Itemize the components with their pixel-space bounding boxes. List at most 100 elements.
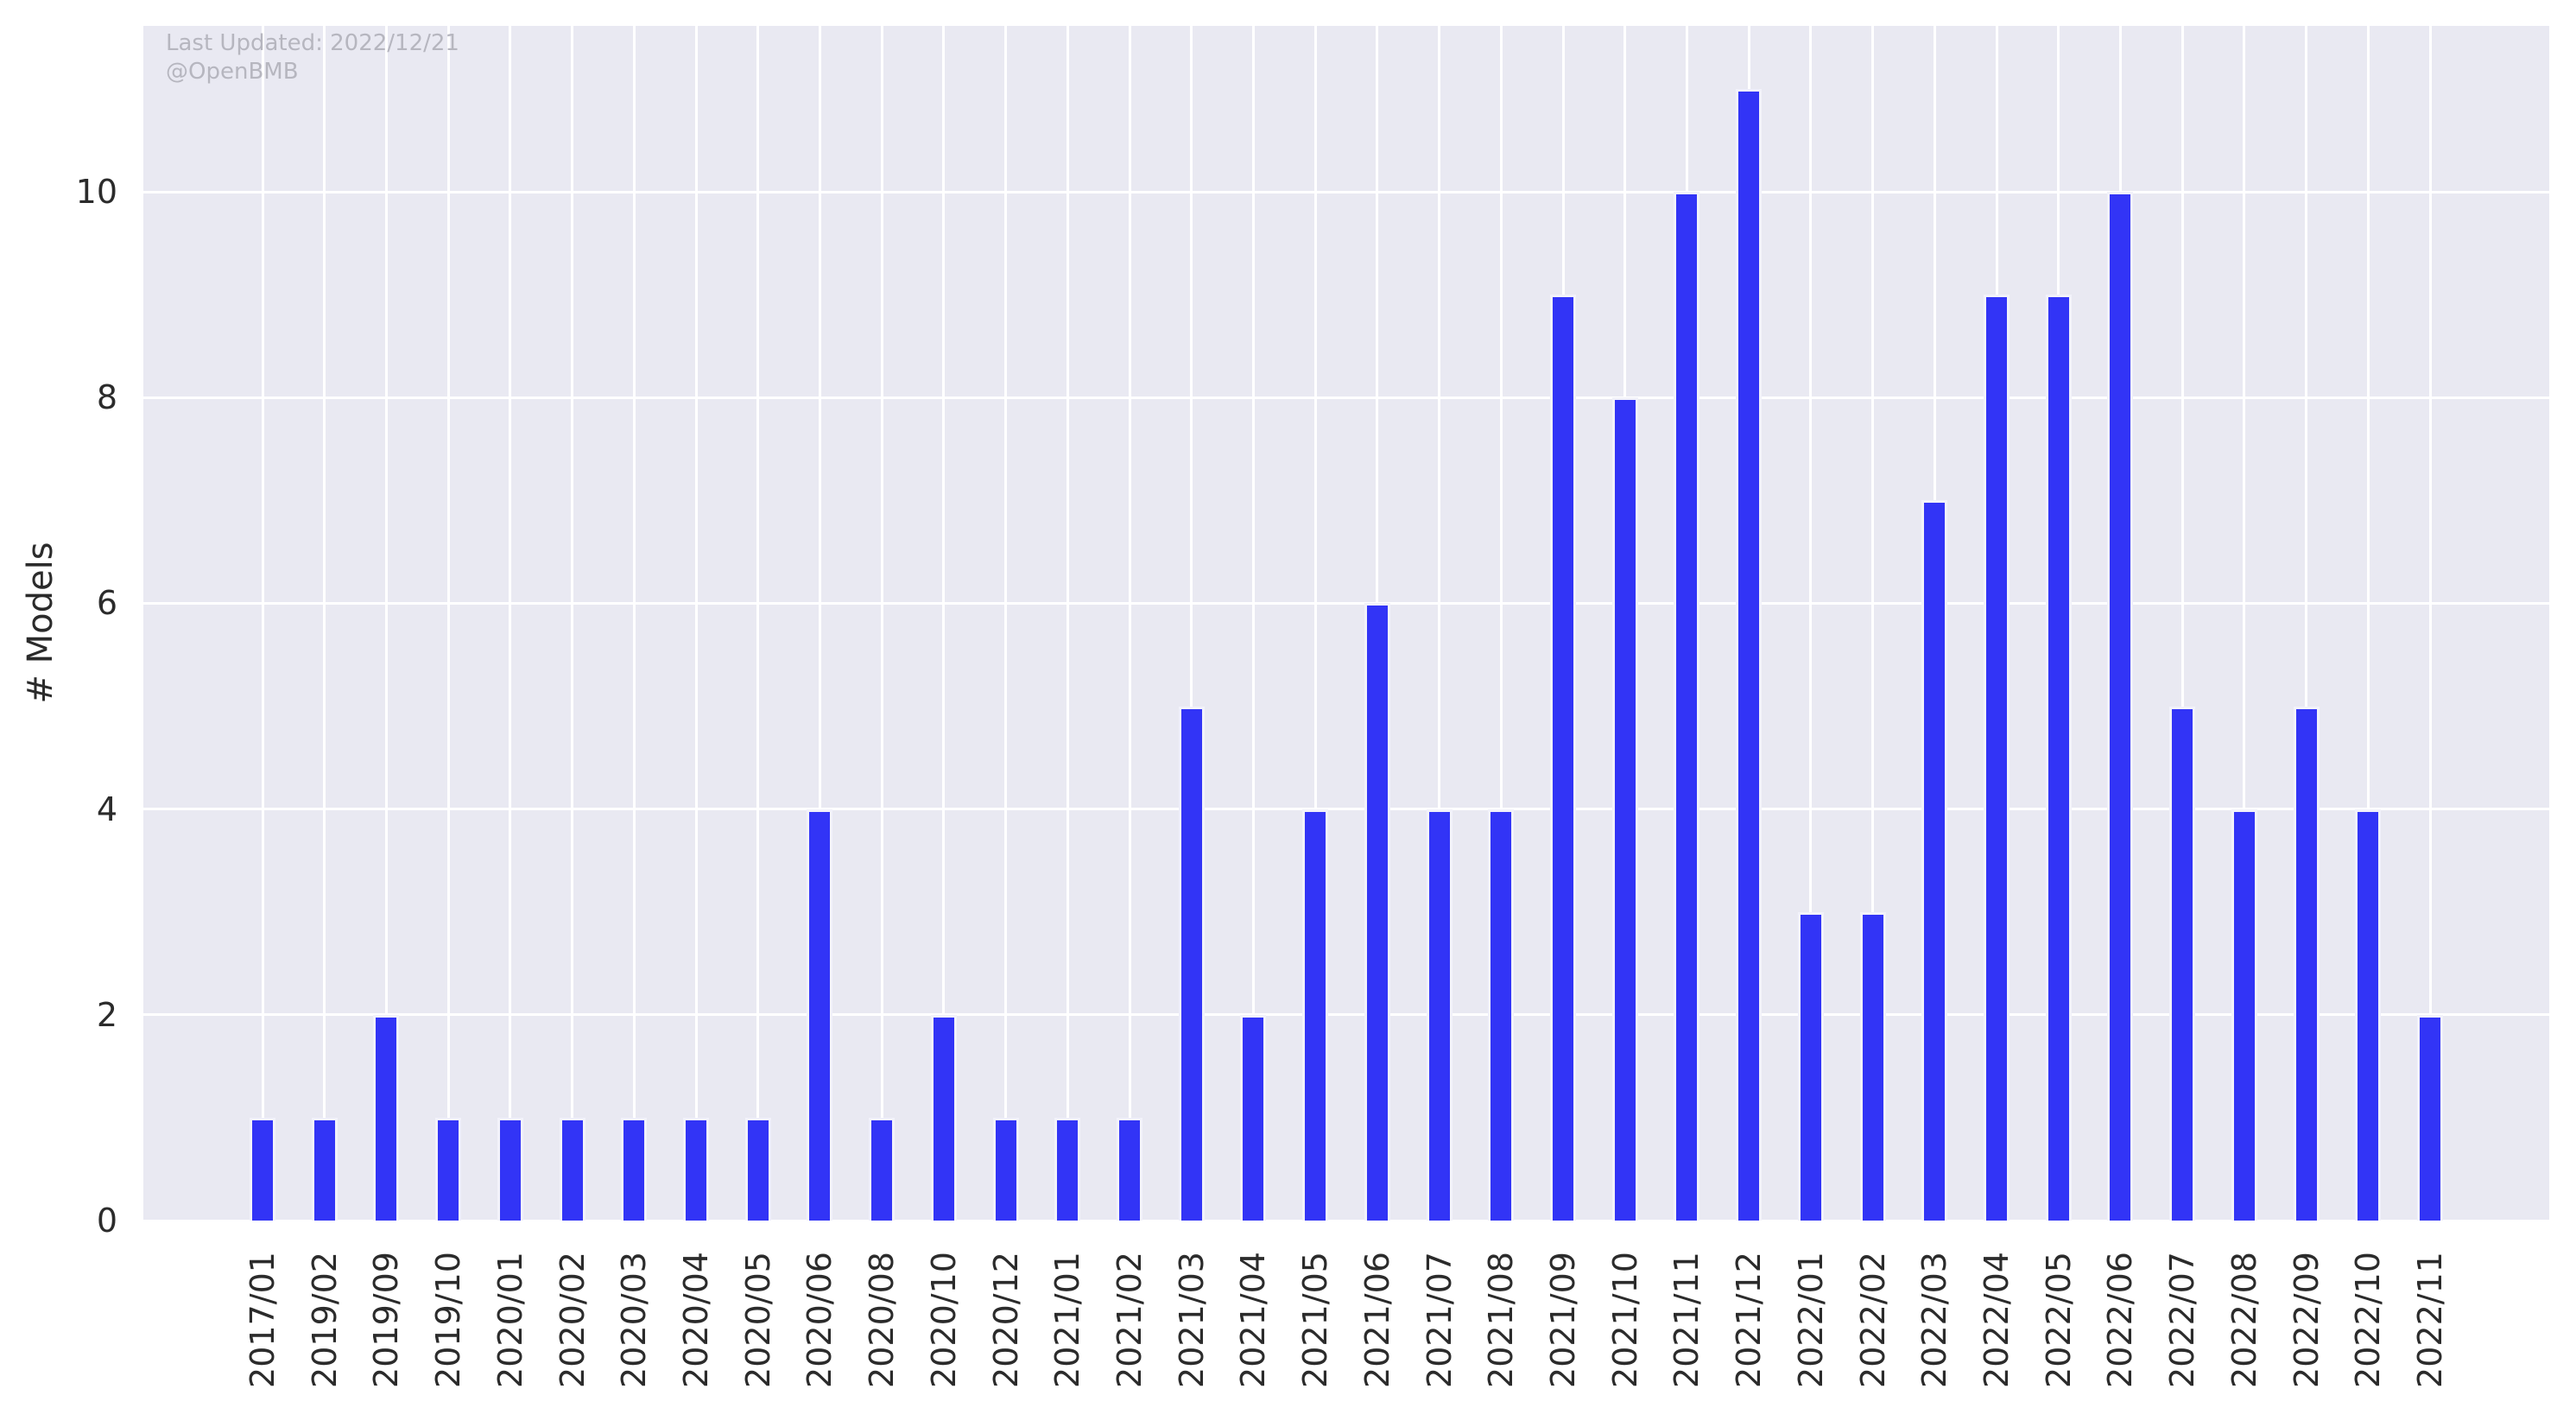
bar — [2231, 809, 2257, 1221]
x-gridline — [509, 26, 512, 1221]
y-tick-label: 0 — [96, 1202, 117, 1240]
bar — [1921, 500, 1948, 1221]
y-gridline — [143, 396, 2549, 399]
x-gridline — [2243, 26, 2246, 1221]
bar — [1797, 911, 1824, 1221]
x-tick-label: 2021/04 — [1234, 1252, 1273, 1388]
x-tick-label: 2021/10 — [1605, 1252, 1644, 1388]
x-tick-label: 2022/05 — [2039, 1252, 2078, 1388]
bar — [1178, 706, 1205, 1221]
x-tick-label: 2019/02 — [305, 1252, 344, 1388]
x-tick-label: 2020/12 — [986, 1252, 1025, 1388]
y-tick-label: 10 — [75, 173, 117, 211]
y-gridline — [143, 190, 2549, 193]
x-tick-label: 2019/10 — [429, 1252, 468, 1388]
y-gridline — [143, 1013, 2549, 1017]
x-gridline — [571, 26, 574, 1221]
bar — [869, 1117, 896, 1221]
y-gridline — [143, 1219, 2549, 1222]
x-tick-label: 2021/03 — [1172, 1252, 1211, 1388]
x-tick-label: 2022/09 — [2287, 1252, 2326, 1388]
x-gridline — [1004, 26, 1008, 1221]
bar — [2293, 706, 2320, 1221]
bar — [435, 1117, 462, 1221]
x-tick-label: 2021/05 — [1296, 1252, 1335, 1388]
x-gridline — [446, 26, 450, 1221]
bar — [1736, 88, 1763, 1221]
x-gridline — [261, 26, 264, 1221]
x-tick-label: 2020/03 — [615, 1252, 654, 1388]
x-gridline — [323, 26, 326, 1221]
y-tick-label: 4 — [96, 790, 117, 828]
x-gridline — [1438, 26, 1441, 1221]
bar — [930, 1014, 957, 1221]
x-gridline — [384, 26, 388, 1221]
x-tick-label: 2021/09 — [1544, 1252, 1582, 1388]
bar — [559, 1117, 585, 1221]
y-gridline — [143, 808, 2549, 811]
x-tick-label: 2022/07 — [2163, 1252, 2202, 1388]
bar — [250, 1117, 275, 1221]
x-gridline — [694, 26, 698, 1221]
bar — [744, 1117, 771, 1221]
x-tick-label: 2021/02 — [1111, 1252, 1149, 1388]
x-tick-label: 2022/03 — [1915, 1252, 1954, 1388]
x-tick-label: 2022/10 — [2349, 1252, 2388, 1388]
x-tick-label: 2022/04 — [1978, 1252, 2016, 1388]
x-tick-label: 2019/09 — [367, 1252, 406, 1388]
x-gridline — [1128, 26, 1131, 1221]
x-gridline — [632, 26, 636, 1221]
x-tick-label: 2020/10 — [924, 1252, 963, 1388]
y-tick-label: 8 — [96, 378, 117, 417]
x-tick-label: 2021/11 — [1668, 1252, 1706, 1388]
x-tick-label: 2021/08 — [1482, 1252, 1521, 1388]
bar — [1550, 295, 1576, 1221]
bar — [1240, 1014, 1267, 1221]
annotation-handle: @OpenBMB — [166, 59, 299, 85]
y-tick-label: 2 — [96, 995, 117, 1034]
bar — [1117, 1117, 1142, 1221]
x-tick-label: 2017/01 — [244, 1252, 282, 1388]
x-gridline — [880, 26, 883, 1221]
bar — [807, 809, 833, 1221]
bar — [621, 1117, 648, 1221]
x-tick-label: 2022/01 — [1791, 1252, 1830, 1388]
bar — [1674, 192, 1700, 1221]
x-tick-label: 2020/02 — [553, 1252, 592, 1388]
bar — [1859, 911, 1886, 1221]
bar — [2417, 1014, 2443, 1221]
plot-area — [143, 26, 2549, 1222]
bar — [1426, 809, 1453, 1221]
bar — [1611, 397, 1638, 1221]
x-tick-label: 2020/01 — [491, 1252, 529, 1388]
x-tick-label: 2022/11 — [2411, 1252, 2449, 1388]
bar — [311, 1117, 338, 1221]
bar — [2107, 192, 2134, 1221]
bar — [683, 1117, 709, 1221]
bar — [373, 1014, 400, 1221]
x-tick-label: 2020/06 — [801, 1252, 839, 1388]
bar — [1054, 1117, 1081, 1221]
x-gridline — [1066, 26, 1069, 1221]
bar — [2355, 809, 2382, 1221]
x-tick-label: 2020/05 — [738, 1252, 777, 1388]
annotation-last-updated: Last Updated: 2022/12/21 — [166, 30, 459, 56]
x-gridline — [1871, 26, 1875, 1221]
x-gridline — [1313, 26, 1317, 1221]
bar — [497, 1117, 523, 1221]
annotation: Last Updated: 2022/12/21 @OpenBMB — [166, 29, 459, 86]
bar — [1984, 295, 2010, 1221]
bar — [992, 1117, 1019, 1221]
x-gridline — [818, 26, 821, 1221]
y-axis-title-text: # Models — [21, 542, 60, 704]
x-gridline — [1499, 26, 1503, 1221]
x-tick-label: 2022/06 — [2101, 1252, 2140, 1388]
bar — [2169, 706, 2196, 1221]
x-gridline — [1809, 26, 1813, 1221]
x-gridline — [2428, 26, 2432, 1221]
x-tick-label: 2021/12 — [1730, 1252, 1769, 1388]
x-tick-label: 2022/08 — [2225, 1252, 2263, 1388]
x-gridline — [1251, 26, 1255, 1221]
x-tick-label: 2020/08 — [863, 1252, 902, 1388]
x-gridline — [2305, 26, 2308, 1221]
